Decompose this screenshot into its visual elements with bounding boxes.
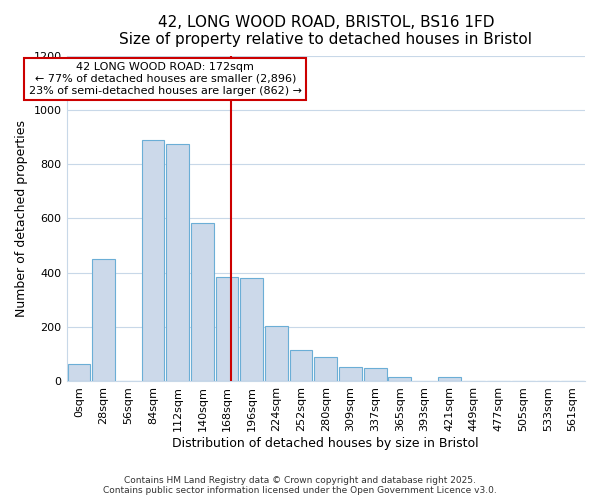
Bar [92,259,115,382]
X-axis label: Distribution of detached houses by size in Bristol: Distribution of detached houses by size … [172,437,479,450]
Bar [142,140,164,382]
Y-axis label: Number of detached properties: Number of detached properties [15,120,28,317]
Bar [339,366,362,382]
Bar [166,144,189,382]
Bar [438,378,461,382]
Text: 42 LONG WOOD ROAD: 172sqm
← 77% of detached houses are smaller (2,896)
23% of se: 42 LONG WOOD ROAD: 172sqm ← 77% of detac… [29,62,302,96]
Bar [191,222,214,382]
Bar [388,378,411,382]
Bar [314,357,337,382]
Bar [265,326,288,382]
Bar [290,350,313,382]
Bar [241,278,263,382]
Bar [215,277,238,382]
Text: Contains HM Land Registry data © Crown copyright and database right 2025.
Contai: Contains HM Land Registry data © Crown c… [103,476,497,495]
Bar [68,364,90,382]
Title: 42, LONG WOOD ROAD, BRISTOL, BS16 1FD
Size of property relative to detached hous: 42, LONG WOOD ROAD, BRISTOL, BS16 1FD Si… [119,15,532,48]
Bar [364,368,386,382]
